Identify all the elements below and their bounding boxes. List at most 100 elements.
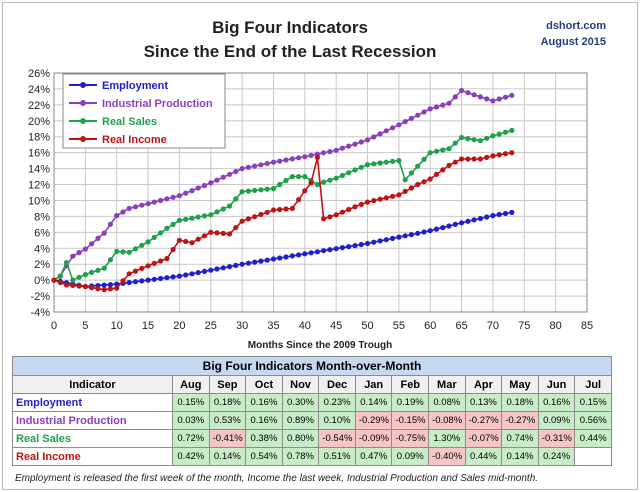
- data-point: [126, 271, 132, 277]
- y-tick-label: 22%: [28, 100, 50, 112]
- data-point: [95, 267, 101, 273]
- data-point: [258, 258, 264, 264]
- data-point: [107, 282, 113, 288]
- data-point: [158, 258, 164, 264]
- table-cell: 0.10%: [318, 411, 356, 430]
- data-point: [183, 216, 189, 222]
- data-point: [158, 230, 164, 236]
- data-point: [283, 206, 289, 212]
- data-point: [327, 149, 333, 155]
- data-point: [264, 209, 270, 215]
- data-point: [484, 214, 490, 220]
- data-point: [208, 180, 214, 186]
- y-tick-label: -4%: [30, 307, 50, 319]
- data-point: [120, 278, 126, 284]
- data-point: [465, 156, 471, 162]
- data-point: [377, 196, 383, 202]
- data-point: [471, 156, 477, 162]
- data-point: [220, 265, 226, 271]
- data-point: [496, 152, 502, 158]
- data-point: [302, 174, 308, 180]
- column-header: May: [501, 375, 539, 394]
- data-point: [459, 87, 465, 94]
- data-point: [145, 277, 151, 283]
- data-point: [208, 212, 214, 218]
- data-point: [139, 242, 145, 248]
- data-point: [239, 218, 245, 224]
- data-point: [132, 204, 139, 210]
- table-cell: -0.09%: [354, 429, 393, 448]
- x-tick-label: 20: [173, 320, 185, 332]
- data-point: [390, 235, 396, 241]
- data-point: [126, 279, 132, 286]
- data-point: [233, 196, 239, 202]
- data-point: [63, 260, 70, 266]
- plot-area: [53, 72, 588, 313]
- source-date: August 2015: [541, 36, 606, 48]
- x-tick-label: 70: [487, 320, 499, 332]
- data-point: [145, 263, 151, 269]
- column-header: Jan: [354, 375, 393, 394]
- data-point: [471, 137, 477, 143]
- data-point: [433, 148, 440, 154]
- line-chart: Big Four Indicators Since the End of the…: [3, 3, 637, 355]
- data-point: [484, 96, 490, 102]
- data-point: [396, 192, 402, 198]
- data-point: [364, 162, 371, 168]
- table-cell: -0.27%: [464, 411, 503, 430]
- data-point: [415, 230, 421, 236]
- column-header: Sep: [208, 375, 247, 394]
- y-axis: -4% -2% 0% 2% 4% 6% 8% 10% 12% 14% 16% 18% 20% 22% 24%…: [28, 68, 50, 319]
- data-point: [327, 214, 333, 220]
- data-point: [201, 233, 208, 239]
- data-point: [120, 209, 126, 215]
- data-point: [459, 156, 465, 162]
- table-cell: 0.09%: [537, 411, 576, 430]
- data-point: [170, 274, 176, 280]
- legend-label-real-income: Real Income: [102, 134, 167, 146]
- data-point: [227, 231, 233, 237]
- data-point: [358, 164, 364, 170]
- data-point: [477, 215, 483, 222]
- table-cell: -0.41%: [208, 429, 247, 448]
- data-point: [189, 215, 195, 221]
- x-tick-label: 65: [455, 320, 467, 332]
- chart-subtitle: Since the End of the Last Recession: [144, 42, 437, 61]
- data-point: [89, 285, 95, 291]
- data-point: [421, 179, 427, 185]
- y-tick-label: 26%: [28, 68, 50, 80]
- data-point: [308, 152, 314, 158]
- data-point: [408, 115, 414, 121]
- column-header: Jun: [537, 375, 576, 394]
- data-point: [477, 156, 483, 162]
- data-point: [465, 90, 471, 96]
- series-group: [51, 87, 515, 293]
- data-point: [245, 216, 251, 222]
- data-point: [346, 206, 352, 213]
- data-point: [189, 188, 195, 194]
- x-tick-label: 10: [111, 320, 123, 332]
- table-cell: -0.75%: [391, 429, 430, 448]
- data-point: [270, 207, 277, 213]
- table-cell: 0.23%: [318, 393, 356, 412]
- table-cell: 0.14%: [501, 447, 539, 466]
- table-cell: 0.38%: [245, 429, 283, 448]
- data-point: [509, 209, 515, 215]
- series-real-sales: [51, 127, 515, 283]
- data-point: [245, 188, 251, 194]
- data-point: [377, 238, 383, 244]
- data-point: [201, 213, 208, 219]
- x-tick-label: 50: [361, 320, 373, 332]
- data-point: [132, 279, 139, 285]
- data-point: [283, 157, 289, 163]
- data-point: [189, 240, 195, 246]
- data-point: [333, 212, 339, 218]
- table-cell: 0.53%: [208, 411, 247, 430]
- data-point: [132, 246, 139, 252]
- data-point: [227, 171, 233, 177]
- y-tick-label: 8%: [34, 211, 50, 223]
- data-point: [151, 276, 157, 282]
- data-point: [440, 102, 446, 108]
- table-cell: 0.09%: [391, 447, 430, 466]
